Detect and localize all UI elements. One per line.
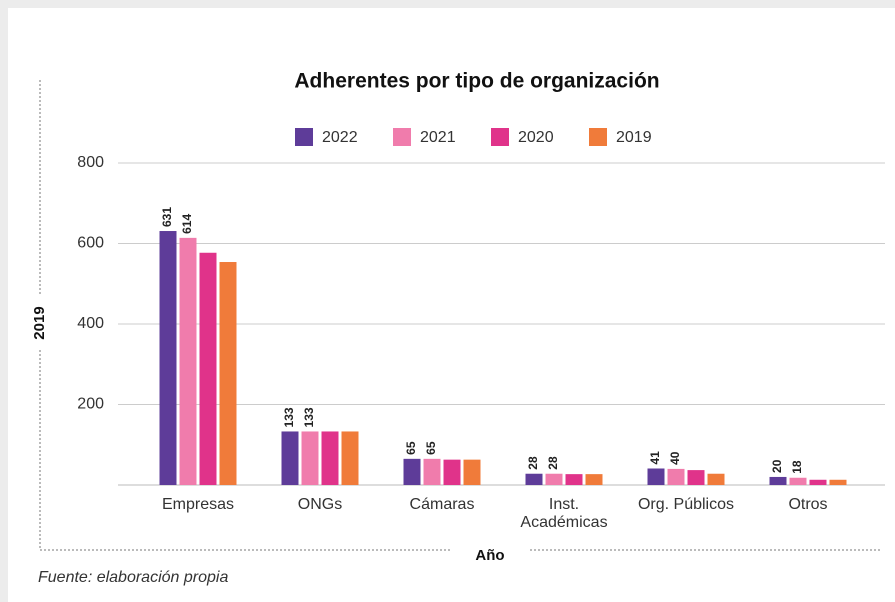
data-label: 40 — [668, 451, 682, 465]
bar — [565, 474, 583, 485]
x-tick-label: Org. Públicos — [637, 496, 735, 513]
x-tick-label: ONGs — [297, 496, 343, 513]
data-label: 614 — [180, 214, 194, 234]
x-axis-label: Año — [475, 547, 504, 564]
bar — [707, 473, 725, 485]
bar — [769, 476, 787, 485]
bar — [301, 431, 319, 485]
bar — [281, 431, 299, 485]
bar — [687, 470, 705, 485]
bar — [829, 479, 847, 485]
y-axis-label: 2019 — [31, 306, 48, 339]
x-tick-label: Cámaras — [409, 496, 475, 513]
bar — [179, 237, 197, 485]
bar — [525, 473, 543, 485]
bar — [321, 431, 339, 485]
chart-title: Adherentes por tipo de organización — [294, 70, 659, 93]
legend-label: 2020 — [518, 129, 554, 146]
bar — [789, 477, 807, 485]
legend-swatch — [295, 128, 313, 146]
bar — [219, 262, 237, 485]
data-label: 133 — [282, 407, 296, 427]
panel — [8, 8, 895, 602]
legend-swatch — [491, 128, 509, 146]
bar — [423, 458, 441, 485]
legend-label: 2019 — [616, 129, 652, 146]
y-tick-label: 400 — [77, 315, 104, 332]
bar — [585, 474, 603, 485]
bar — [403, 458, 421, 485]
bar — [809, 479, 827, 485]
y-tick-label: 200 — [77, 396, 104, 413]
bar — [545, 473, 563, 485]
bar — [199, 252, 217, 485]
bar — [159, 231, 177, 485]
data-label: 65 — [404, 441, 418, 455]
data-label: 28 — [526, 456, 540, 470]
legend-label: 2021 — [420, 129, 456, 146]
data-label: 133 — [302, 407, 316, 427]
y-tick-label: 600 — [77, 235, 104, 252]
bar — [463, 459, 481, 485]
bar — [341, 431, 359, 485]
x-tick-label: Otros — [788, 496, 828, 513]
x-tick-label: Empresas — [161, 496, 235, 513]
legend-label: 2022 — [322, 129, 358, 146]
bar — [443, 459, 461, 485]
data-label: 28 — [546, 456, 560, 470]
data-label: 18 — [790, 460, 804, 474]
bar — [667, 468, 685, 485]
source-note: Fuente: elaboración propia — [38, 569, 228, 586]
data-label: 41 — [648, 451, 662, 465]
x-tick-label: Inst. Académicas — [520, 496, 608, 531]
data-label: 20 — [770, 459, 784, 473]
y-tick-label: 800 — [77, 154, 104, 171]
legend-swatch — [589, 128, 607, 146]
bar — [647, 468, 665, 485]
data-label: 65 — [424, 441, 438, 455]
data-label: 631 — [160, 207, 174, 227]
legend-swatch — [393, 128, 411, 146]
